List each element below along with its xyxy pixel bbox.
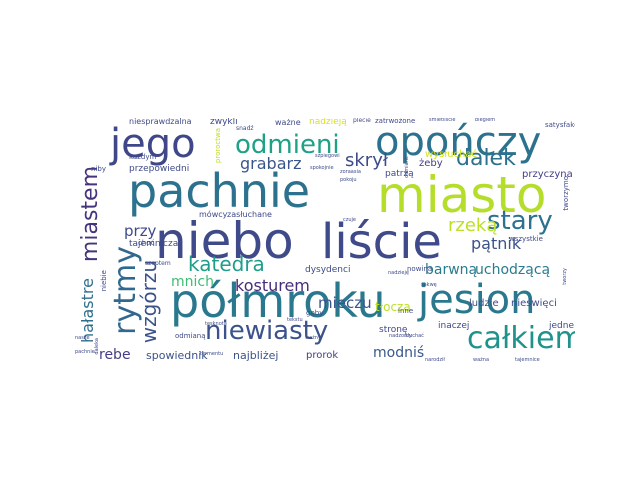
word: skrył bbox=[345, 150, 388, 171]
word: niby bbox=[91, 165, 106, 173]
word: jego bbox=[110, 121, 196, 167]
word: ważny bbox=[305, 335, 321, 341]
word: liście bbox=[321, 214, 442, 270]
word: choć bbox=[138, 239, 155, 247]
word: jesion bbox=[418, 277, 536, 323]
word: tworzy bbox=[562, 268, 568, 285]
word: zasłuchane bbox=[227, 210, 272, 219]
word: inaczej bbox=[438, 321, 470, 331]
word: sakwę bbox=[421, 282, 437, 288]
word: odmieni bbox=[235, 130, 340, 160]
word: patrzą bbox=[385, 169, 414, 179]
word: pachnie bbox=[75, 349, 95, 355]
word: ważne bbox=[275, 118, 301, 127]
word: biegiem bbox=[475, 118, 496, 123]
word: spowiednik bbox=[146, 349, 208, 362]
word: gęby bbox=[306, 309, 324, 317]
word: mnich bbox=[171, 274, 214, 290]
word: zwykli bbox=[210, 118, 238, 127]
word: pokoju bbox=[340, 177, 357, 183]
word: kosturem bbox=[235, 276, 310, 295]
word: nadzieją bbox=[309, 118, 347, 127]
word: zoraasia bbox=[340, 169, 361, 175]
word: najbliżej bbox=[233, 349, 279, 362]
word: każdym bbox=[129, 153, 157, 161]
word: tworzymo bbox=[562, 176, 570, 211]
word: przepowiedni bbox=[129, 164, 190, 174]
word: tajemnice bbox=[515, 357, 540, 363]
word: ludzie bbox=[469, 298, 499, 309]
word: półmroku bbox=[170, 274, 386, 328]
word: przy bbox=[124, 222, 157, 240]
word: tłocza bbox=[375, 300, 411, 314]
word: śmietliście bbox=[429, 118, 456, 123]
word: stary bbox=[487, 206, 553, 236]
word: hałastre bbox=[78, 278, 97, 343]
word: miastem bbox=[78, 166, 103, 263]
word: nadzorcy bbox=[389, 333, 412, 339]
word: nieświęci bbox=[511, 298, 557, 309]
word: proroctwa bbox=[214, 128, 222, 164]
word: mówcy bbox=[199, 210, 228, 219]
word: odmiane bbox=[404, 156, 410, 178]
word: termentu bbox=[200, 351, 224, 357]
word: modniś bbox=[373, 345, 425, 361]
word: uchodzącą bbox=[475, 262, 551, 278]
word: żeby bbox=[419, 158, 443, 169]
word: barwną bbox=[425, 262, 478, 278]
word: nasze bbox=[75, 335, 90, 341]
word: niebo bbox=[155, 212, 294, 270]
word: pątnik bbox=[471, 234, 522, 253]
word: szpiegowi bbox=[315, 153, 340, 159]
word: wszystkie bbox=[509, 235, 543, 243]
word: jedne bbox=[549, 321, 574, 331]
word: dalek bbox=[456, 146, 516, 171]
word: miasto bbox=[377, 166, 547, 224]
word: stronę bbox=[379, 325, 408, 335]
word: katedra bbox=[188, 252, 265, 276]
word: szeptem bbox=[145, 260, 171, 267]
word: inne bbox=[398, 307, 414, 315]
word: daleka bbox=[94, 338, 100, 355]
word: plecie bbox=[353, 118, 371, 124]
word: rebe bbox=[99, 347, 131, 363]
word: wysłuchać bbox=[425, 149, 477, 160]
word: spokojnie bbox=[310, 165, 334, 171]
word: niewiasty bbox=[205, 316, 329, 346]
word: całkiem bbox=[467, 321, 575, 356]
word: ważna bbox=[473, 357, 490, 363]
word: tajemnicza bbox=[129, 239, 179, 249]
word: niebie bbox=[100, 270, 108, 292]
word: rzeką bbox=[448, 215, 498, 236]
word: pachnie bbox=[128, 164, 311, 218]
word: dysydenci bbox=[305, 265, 351, 275]
word: satysfakcje bbox=[545, 121, 575, 129]
word: narodził bbox=[425, 357, 445, 363]
word-cloud: pachnie miasto niebo liście opończy półm… bbox=[75, 118, 575, 366]
word: odmianą bbox=[175, 332, 206, 340]
word: niesprawdzalna bbox=[129, 118, 192, 126]
word: snadź bbox=[236, 125, 254, 132]
word: grabarz bbox=[240, 154, 302, 173]
word: nadzieję bbox=[388, 270, 409, 276]
word: czuje bbox=[343, 217, 357, 223]
word: zatrwożone bbox=[375, 118, 416, 125]
word: opończy bbox=[375, 119, 542, 165]
word: mieczu bbox=[318, 294, 372, 312]
word: tęsknota bbox=[205, 321, 227, 327]
word: nowina bbox=[407, 265, 433, 273]
word: wzgórzu bbox=[137, 260, 161, 344]
word: przyczyna bbox=[522, 169, 573, 180]
word: tekstu bbox=[287, 317, 303, 323]
word: słuchać bbox=[405, 333, 424, 339]
word: prorok bbox=[306, 350, 339, 361]
